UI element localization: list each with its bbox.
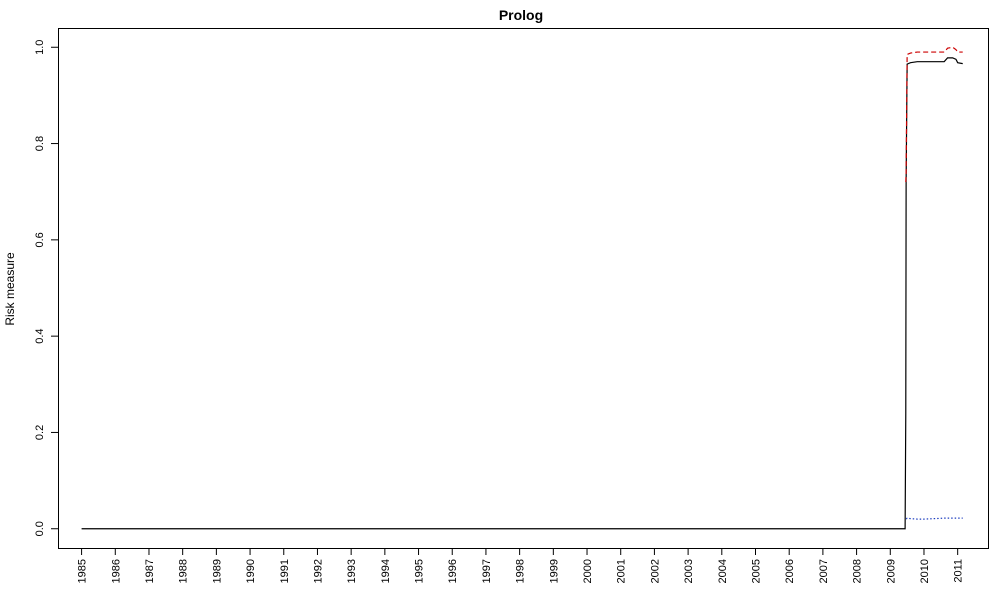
y-tick-label: 0.4 [34, 328, 46, 343]
y-tick-label: 0.2 [34, 425, 46, 440]
x-tick-label: 1998 [515, 559, 527, 583]
x-tick-label: 1990 [245, 559, 257, 583]
y-tick-label: 0.6 [34, 232, 46, 247]
plot-frame [58, 28, 989, 549]
x-tick-label: 2010 [919, 559, 931, 583]
x-tick-label: 2004 [717, 559, 729, 583]
x-tick-label: 2011 [953, 559, 965, 583]
x-tick-label: 1991 [279, 559, 291, 583]
y-tick-label: 1.0 [34, 40, 46, 55]
x-tick-label: 1985 [77, 559, 89, 583]
x-tick-label: 1986 [110, 559, 122, 583]
y-tick-label: 0.0 [34, 521, 46, 536]
x-axis: 1985 1986 1987 1988 1989 1990 1991 1992 1993 1994… [77, 548, 965, 583]
y-tick-label: 0.8 [34, 136, 46, 151]
x-tick-label: 2002 [649, 559, 661, 583]
series-line-dashed [905, 46, 963, 183]
x-tick-label: 1994 [380, 559, 392, 583]
x-tick-label: 2008 [852, 559, 864, 583]
x-tick-label: 1999 [548, 559, 560, 583]
x-tick-label: 2009 [885, 559, 897, 583]
x-tick-label: 1988 [178, 559, 190, 583]
x-tick-label: 2007 [818, 559, 830, 583]
y-axis: 0.0 0.2 0.4 0.6 0.8 1.0 [34, 40, 58, 536]
x-tick-label: 2000 [582, 559, 594, 583]
x-tick-label: 2006 [784, 559, 796, 583]
y-axis-label: Risk measure [3, 252, 17, 326]
series-line-dotted [905, 517, 963, 520]
series-layer [81, 46, 963, 530]
x-tick-label: 1992 [312, 559, 324, 583]
chart-title: Prolog [499, 7, 543, 23]
series-line-solid [81, 57, 963, 530]
x-tick-label: 2005 [751, 559, 763, 583]
x-tick-label: 2001 [616, 559, 628, 583]
x-tick-label: 1989 [211, 559, 223, 583]
x-tick-label: 1993 [346, 559, 358, 583]
x-tick-label: 1995 [414, 559, 426, 583]
x-tick-label: 1987 [144, 559, 156, 583]
x-tick-label: 1996 [447, 559, 459, 583]
x-tick-label: 2003 [683, 559, 695, 583]
x-tick-label: 1997 [481, 559, 493, 583]
